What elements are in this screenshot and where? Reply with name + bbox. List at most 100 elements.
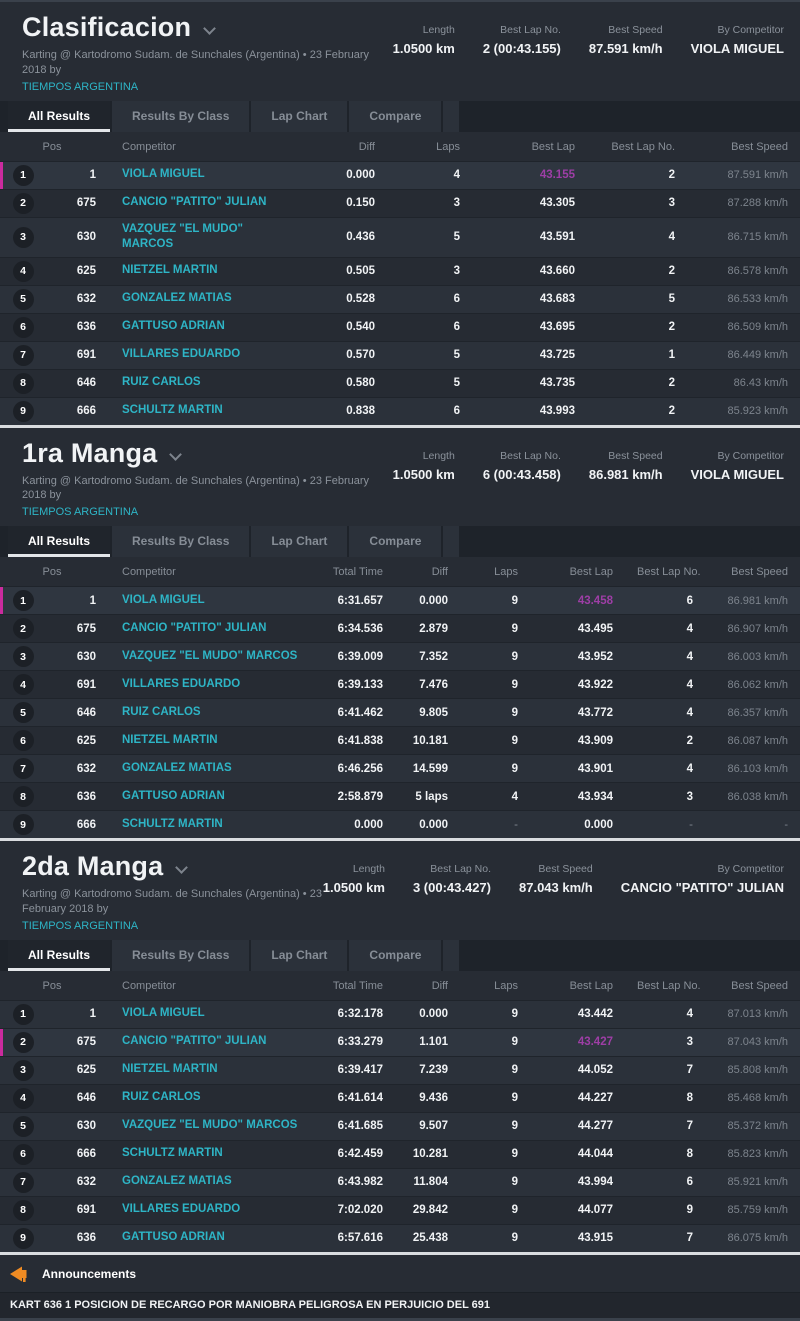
competitor-link[interactable]: GONZALEZ MATIAS: [122, 1175, 232, 1188]
competitor-link[interactable]: GATTUSO ADRIAN: [122, 789, 225, 802]
result-row[interactable]: 4 625 NIETZEL MARTIN 0.505 3 43.660 2 86.578 km…: [0, 256, 800, 286]
result-row[interactable]: 4 646 RUIZ CARLOS 6:41.614 9.436 9 44.227 8 85.4…: [0, 1083, 800, 1113]
competitor-link[interactable]: VIOLA MIGUEL: [122, 593, 205, 606]
cell-diff: 9.805: [395, 698, 460, 727]
result-row[interactable]: 3 630 VAZQUEZ "EL MUDO" MARCOS 0.436 5 43.591 4…: [0, 216, 800, 258]
cell-best-lap-no: 6: [625, 586, 705, 615]
chevron-down-icon[interactable]: [203, 22, 217, 35]
cell-competitor: VIOLA MIGUEL: [104, 160, 254, 190]
competitor-link[interactable]: MARCOS: [122, 238, 174, 251]
cell-pos: 4: [0, 256, 46, 286]
result-row[interactable]: 6 666 SCHULTZ MARTIN 6:42.459 10.281 9 44.044 8…: [0, 1139, 800, 1169]
result-row[interactable]: 1 1 VIOLA MIGUEL 0.000 4 43.155 2 87.591 km/h: [0, 160, 800, 190]
stat-label: Best Lap No.: [500, 449, 561, 462]
cell-best-speed: 86.43 km/h: [687, 368, 800, 398]
cell-best-lap-no: 3: [625, 1027, 705, 1057]
cell-competitor: NIETZEL MARTIN: [104, 256, 254, 286]
competitor-link[interactable]: VILLARES EDUARDO: [122, 1203, 241, 1216]
cell-best-speed: 85.372 km/h: [705, 1111, 800, 1141]
result-row[interactable]: 5 632 GONZALEZ MATIAS 0.528 6 43.683 5 86.533 k…: [0, 284, 800, 314]
tab-compare[interactable]: Compare: [349, 100, 442, 132]
competitor-link[interactable]: CANCIO "PATITO" JULIAN: [122, 621, 267, 634]
result-row[interactable]: 6 625 NIETZEL MARTIN 6:41.838 10.181 9 43.909 2…: [0, 726, 800, 755]
competitor-link[interactable]: NIETZEL MARTIN: [122, 264, 218, 277]
tab-all-results[interactable]: All Results: [8, 939, 111, 971]
competitor-link[interactable]: VILLARES EDUARDO: [122, 348, 241, 361]
competitor-link[interactable]: VAZQUEZ "EL MUDO": [122, 222, 244, 235]
result-row[interactable]: 2 675 CANCIO "PATITO" JULIAN 6:33.279 1.101 9…: [0, 1027, 800, 1057]
tab-all-results[interactable]: All Results: [8, 526, 111, 558]
competitor-link[interactable]: CANCIO "PATITO" JULIAN: [122, 1035, 267, 1048]
organizer-link[interactable]: TIEMPOS ARGENTINA: [22, 919, 139, 932]
competitor-link[interactable]: VIOLA MIGUEL: [122, 1007, 205, 1020]
tab-compare[interactable]: Compare: [349, 939, 442, 971]
result-row[interactable]: 9 666 SCHULTZ MARTIN 0.838 6 43.993 2 85.923 km…: [0, 396, 800, 425]
competitor-link[interactable]: SCHULTZ MARTIN: [122, 404, 223, 417]
position-badge: 8: [12, 1199, 34, 1221]
competitor-link[interactable]: RUIZ CARLOS: [122, 705, 201, 718]
tab-bar: All Results Results By Class Lap Chart Comp…: [0, 939, 800, 971]
result-row[interactable]: 5 646 RUIZ CARLOS 6:41.462 9.805 9 43.772 4 86.3…: [0, 698, 800, 727]
competitor-link[interactable]: CANCIO "PATITO" JULIAN: [122, 196, 267, 209]
stat-length: Length 1.0500 km: [323, 863, 385, 895]
result-row[interactable]: 3 625 NIETZEL MARTIN 6:39.417 7.239 9 44.052 7 8…: [0, 1055, 800, 1085]
competitor-link[interactable]: VAZQUEZ "EL MUDO" MARCOS: [122, 1119, 298, 1132]
result-row[interactable]: 1 1 VIOLA MIGUEL 6:31.657 0.000 9 43.458 6 86.98…: [0, 586, 800, 615]
tab-lap-chart[interactable]: Lap Chart: [251, 100, 348, 132]
tab-compare[interactable]: Compare: [349, 526, 442, 558]
cell-best-speed: 86.087 km/h: [705, 726, 800, 755]
cell-best-lap: 43.725: [472, 340, 587, 370]
cell-best-speed: 86.103 km/h: [705, 754, 800, 783]
competitor-link[interactable]: GATTUSO ADRIAN: [122, 320, 225, 333]
result-row[interactable]: 1 1 VIOLA MIGUEL 6:32.178 0.000 9 43.442 4 87.01…: [0, 999, 800, 1029]
col-header-best-lap-no: Best Lap No.: [611, 140, 675, 153]
result-row[interactable]: 7 691 VILLARES EDUARDO 0.570 5 43.725 1 86.449 …: [0, 340, 800, 370]
result-row[interactable]: 3 630 VAZQUEZ "EL MUDO" MARCOS 6:39.009 7.35…: [0, 642, 800, 671]
competitor-link[interactable]: VIOLA MIGUEL: [122, 168, 205, 181]
competitor-link[interactable]: GATTUSO ADRIAN: [122, 1231, 225, 1244]
competitor-link[interactable]: GONZALEZ MATIAS: [122, 761, 232, 774]
result-row[interactable]: 4 691 VILLARES EDUARDO 6:39.133 7.476 9 43.922…: [0, 670, 800, 699]
result-row[interactable]: 8 646 RUIZ CARLOS 0.580 5 43.735 2 86.43 km/h: [0, 368, 800, 398]
result-row[interactable]: 6 636 GATTUSO ADRIAN 0.540 6 43.695 2 86.509 km…: [0, 312, 800, 342]
competitor-link[interactable]: SCHULTZ MARTIN: [122, 1147, 223, 1160]
position-badge: 1: [12, 164, 34, 186]
result-row[interactable]: 8 691 VILLARES EDUARDO 7:02.020 29.842 9 44.07…: [0, 1195, 800, 1225]
tab-lap-chart[interactable]: Lap Chart: [251, 526, 348, 558]
competitor-link[interactable]: NIETZEL MARTIN: [122, 733, 218, 746]
competitor-link[interactable]: VILLARES EDUARDO: [122, 677, 241, 690]
tab-results-by-class[interactable]: Results By Class: [112, 939, 250, 971]
tab-lap-chart[interactable]: Lap Chart: [251, 939, 348, 971]
result-row[interactable]: 5 630 VAZQUEZ "EL MUDO" MARCOS 6:41.685 9.50…: [0, 1111, 800, 1141]
competitor-link[interactable]: RUIZ CARLOS: [122, 376, 201, 389]
tab-all-results[interactable]: All Results: [8, 100, 111, 132]
result-row[interactable]: 7 632 GONZALEZ MATIAS 6:46.256 14.599 9 43.901…: [0, 754, 800, 783]
organizer-link[interactable]: TIEMPOS ARGENTINA: [22, 80, 139, 93]
result-row[interactable]: 2 675 CANCIO "PATITO" JULIAN 0.150 3 43.305 3 8…: [0, 188, 800, 218]
competitor-link[interactable]: GONZALEZ MATIAS: [122, 292, 232, 305]
result-row[interactable]: 7 632 GONZALEZ MATIAS 6:43.982 11.804 9 43.994…: [0, 1167, 800, 1197]
result-row[interactable]: 2 675 CANCIO "PATITO" JULIAN 6:34.536 2.879 9…: [0, 614, 800, 643]
cell-total-time: 6:39.133: [300, 670, 395, 699]
chevron-down-icon[interactable]: [175, 861, 189, 874]
competitor-link[interactable]: SCHULTZ MARTIN: [122, 817, 223, 830]
chevron-down-icon[interactable]: [169, 447, 183, 461]
cell-laps: 9: [460, 698, 530, 727]
competitor-link[interactable]: RUIZ CARLOS: [122, 1091, 201, 1104]
cell-diff: 7.239: [395, 1055, 460, 1085]
organizer-link[interactable]: TIEMPOS ARGENTINA: [22, 506, 139, 519]
stat-value: 1.0500 km: [392, 41, 455, 56]
cell-kart-number: 625: [46, 256, 104, 286]
position-badge: 3: [12, 226, 34, 248]
cell-best-lap-no: 4: [625, 614, 705, 643]
tab-results-by-class[interactable]: Results By Class: [112, 100, 250, 132]
tab-results-by-class[interactable]: Results By Class: [112, 526, 250, 558]
result-row[interactable]: 9 636 GATTUSO ADRIAN 6:57.616 25.438 9 43.915 7…: [0, 1223, 800, 1252]
cell-kart-number: 646: [46, 698, 104, 727]
competitor-link[interactable]: VAZQUEZ "EL MUDO" MARCOS: [122, 649, 298, 662]
result-row[interactable]: 8 636 GATTUSO ADRIAN 2:58.879 5 laps 4 43.934 3…: [0, 782, 800, 811]
cell-laps: 9: [460, 1195, 530, 1225]
cell-pos: 9: [0, 810, 46, 839]
competitor-link[interactable]: NIETZEL MARTIN: [122, 1063, 218, 1076]
result-row[interactable]: 9 666 SCHULTZ MARTIN 0.000 0.000-0.000- -: [0, 810, 800, 839]
